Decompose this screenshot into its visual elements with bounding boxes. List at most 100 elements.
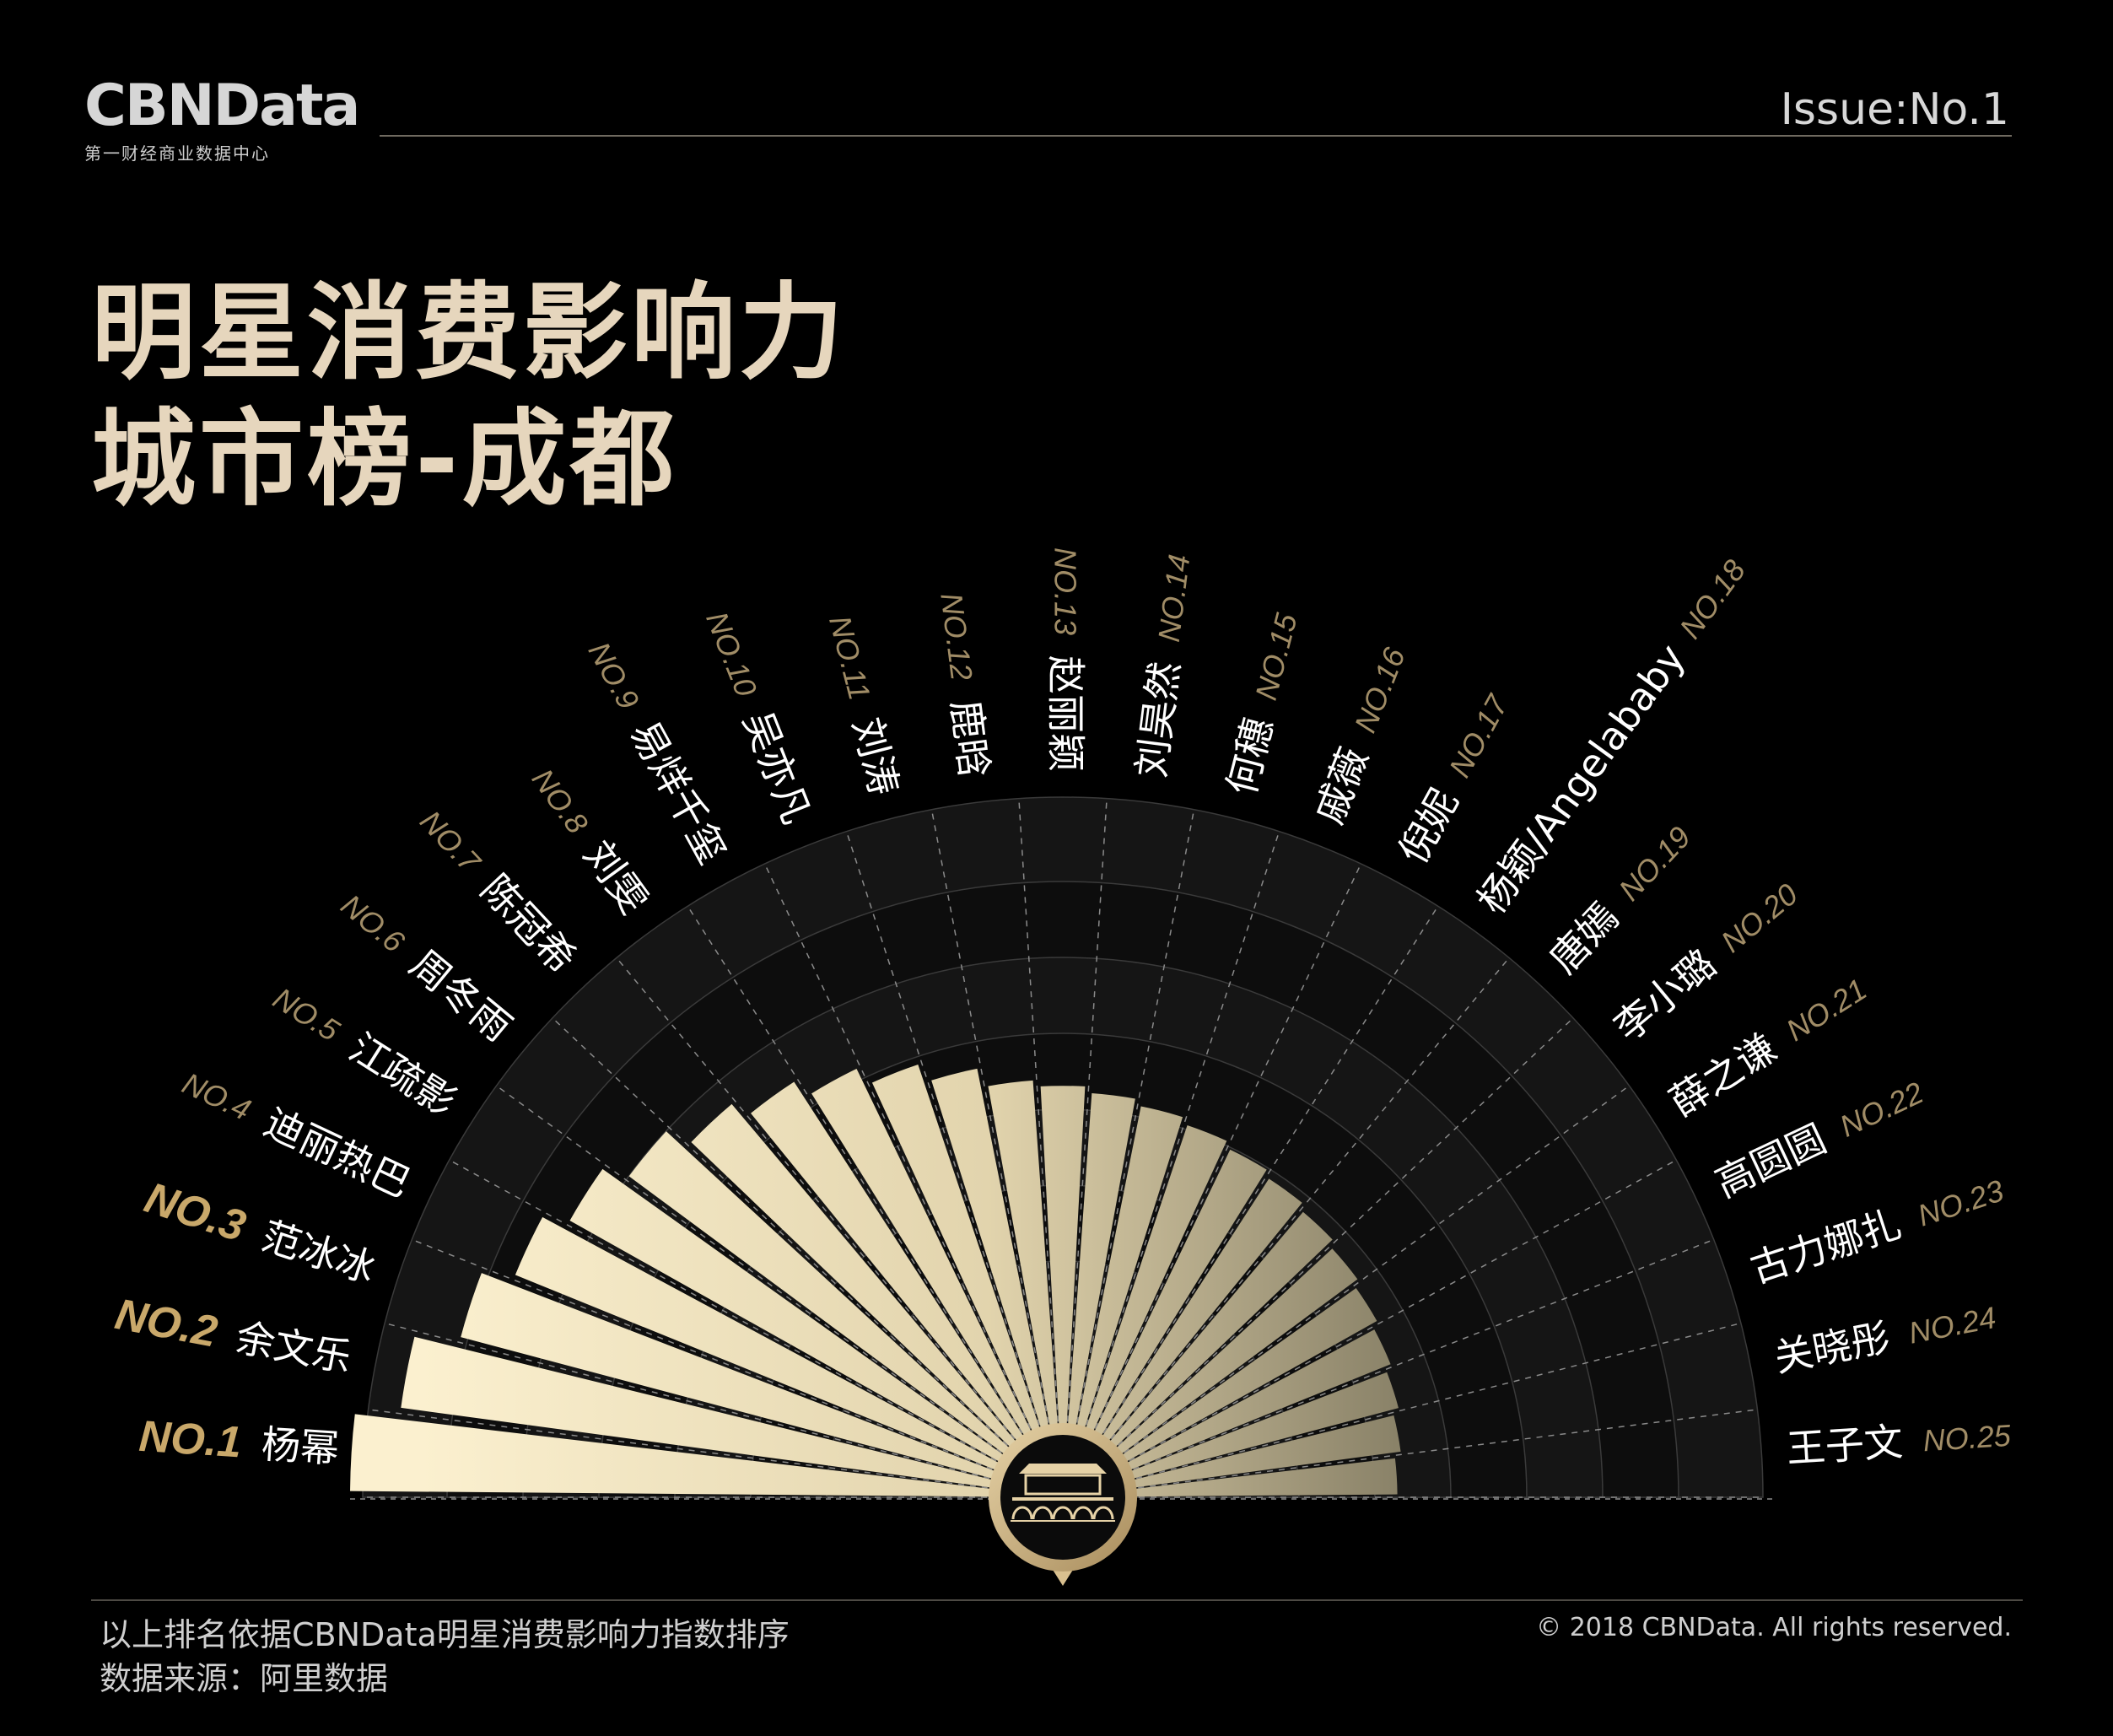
chart-bars: [350, 1064, 1401, 1497]
chart-category-name: 高圆圆: [1708, 1115, 1833, 1206]
chart-gridline: [552, 1017, 1008, 1446]
chart-bar: [931, 1068, 1049, 1429]
chart-gridline: [1118, 1017, 1574, 1446]
chart-category-name: 吴亦凡: [735, 705, 820, 830]
cbndata-logo: CBNData 第一财经商业数据中心: [84, 73, 360, 164]
chart-bar: [461, 1273, 996, 1480]
chart-rank-label: NO.21: [1780, 972, 1873, 1048]
chart-category-name: 余文乐: [232, 1314, 355, 1381]
chart-bar: [1085, 1125, 1227, 1432]
chart-gridline: [412, 1238, 993, 1470]
bridge-arch: [1052, 1506, 1074, 1520]
chart-bar: [350, 1414, 992, 1497]
chart-rank-label: NO.17: [1442, 688, 1516, 784]
chart-category-name: 陈冠希: [472, 866, 585, 983]
page-title: 明星消费影响力 城市榜-成都: [91, 270, 847, 523]
chart-rank-label: NO.18: [1673, 553, 1752, 644]
chart-gridline: [845, 831, 1040, 1426]
gate-roof: [1019, 1464, 1107, 1474]
chart-bar: [691, 1103, 1017, 1448]
chart-gridline: [496, 1085, 1002, 1453]
chart-rank-label: NO.11: [822, 612, 877, 704]
chart-category-name: 王子文: [1785, 1419, 1904, 1472]
chart-bar: [1068, 1093, 1135, 1427]
chart-category-name: 迪丽热巴: [257, 1099, 417, 1206]
title-line-2: 城市榜-成都: [91, 399, 678, 520]
bridge-arch: [1072, 1506, 1094, 1520]
logo-wordmark: CBNData: [84, 73, 360, 139]
chart-rank-label: NO.22: [1835, 1075, 1929, 1143]
gate-body: [1024, 1474, 1102, 1496]
chart-rank-label: NO.4: [177, 1065, 256, 1127]
chart-category-name: 刘昊然: [1129, 659, 1189, 780]
chart-category-name: 关晓彤: [1771, 1314, 1894, 1381]
chart-bar: [871, 1064, 1041, 1432]
bridge-arch: [1032, 1506, 1054, 1520]
copyright: © 2018 CBNData. All rights reserved.: [1536, 1613, 2012, 1642]
chart-gridline: [1135, 1322, 1742, 1480]
chart-rank-label: NO.20: [1714, 876, 1803, 959]
chart-bar: [1108, 1211, 1333, 1448]
chart-category-name: 倪妮: [1390, 781, 1468, 871]
chart-bar: [628, 1131, 1011, 1455]
chart-rank-label: NO.9: [582, 636, 646, 714]
bridge-arch: [1092, 1506, 1114, 1520]
chart-gridline: [763, 863, 1032, 1429]
header-divider: [380, 135, 2012, 137]
chart-rank-label: NO.14: [1151, 553, 1197, 644]
chart-gridline: [1102, 905, 1439, 1434]
logo-subtitle: 第一财经商业数据中心: [84, 143, 270, 164]
chart-gridline: [1138, 1409, 1758, 1489]
chart-category-name: 赵丽颖: [1043, 655, 1089, 772]
chart-rank-label: NO.15: [1248, 609, 1304, 704]
title-line-1: 明星消费影响力: [91, 272, 848, 394]
chart-rank-label: NO.7: [413, 804, 488, 881]
chart-rank-label: NO.10: [699, 607, 763, 701]
chart-bar: [1129, 1372, 1399, 1480]
chart-gridline: [687, 905, 1023, 1434]
chart-rank-label: NO.25: [1922, 1418, 2013, 1458]
chart-gridline: [1066, 798, 1108, 1422]
chart-bar: [1132, 1415, 1401, 1488]
chart-rank-label: NO.6: [335, 887, 412, 960]
chart-category-name: 刘雯: [574, 833, 657, 922]
chart-bar: [988, 1080, 1058, 1427]
chart-rank-label: NO.24: [1905, 1300, 1998, 1351]
chart-rank-label: NO.12: [934, 591, 979, 682]
chart-gridline: [449, 1159, 997, 1462]
chart-rank-label: NO.23: [1913, 1173, 2008, 1232]
chart-category-name: 古力娜扎: [1744, 1200, 1906, 1291]
chart-rank-label: NO.1: [137, 1412, 243, 1468]
chart-gridline: [1110, 957, 1510, 1440]
chart-bar: [1093, 1149, 1267, 1437]
chart-bar: [569, 1168, 1005, 1463]
footer-note: 以上排名依据CBNData明星消费影响力指数排序 数据来源：阿里数据: [100, 1613, 790, 1701]
chart-category-name: 杨幂: [260, 1421, 340, 1472]
chart-bar: [751, 1081, 1024, 1442]
chart-gridline: [1086, 831, 1280, 1426]
chart-bar: [1040, 1086, 1086, 1426]
chart-category-name: 何穗: [1218, 713, 1281, 800]
chart-rank-label: NO.13: [1048, 547, 1082, 635]
issue-label: Issue:No.1: [1780, 84, 2009, 135]
chart-bar: [1121, 1288, 1377, 1463]
chart-rank-label: NO.16: [1347, 642, 1412, 737]
data-source: 数据来源：阿里数据: [100, 1660, 389, 1697]
chart-bar: [1076, 1106, 1183, 1429]
chart-bar: [811, 1068, 1032, 1437]
chart-gridline: [1076, 809, 1195, 1423]
chart-gridline: [930, 809, 1049, 1423]
chart-rank-label: NO.5: [267, 981, 347, 1049]
chart-gridline: [1124, 1085, 1630, 1453]
chart-bar: [401, 1336, 994, 1488]
chart-bar: [1102, 1178, 1302, 1442]
chart-category-name: 李小璐: [1605, 941, 1724, 1050]
chart-gridline: [1133, 1238, 1714, 1470]
chart-rank-label: NO.8: [526, 763, 596, 840]
chart-bar: [1115, 1248, 1358, 1455]
chart-rank-label: NO.3: [139, 1173, 251, 1252]
chart-gridline: [368, 1409, 988, 1489]
chart-category-name: 江疏影: [342, 1024, 464, 1125]
chart-category-name: 唐嫣: [1540, 894, 1626, 982]
